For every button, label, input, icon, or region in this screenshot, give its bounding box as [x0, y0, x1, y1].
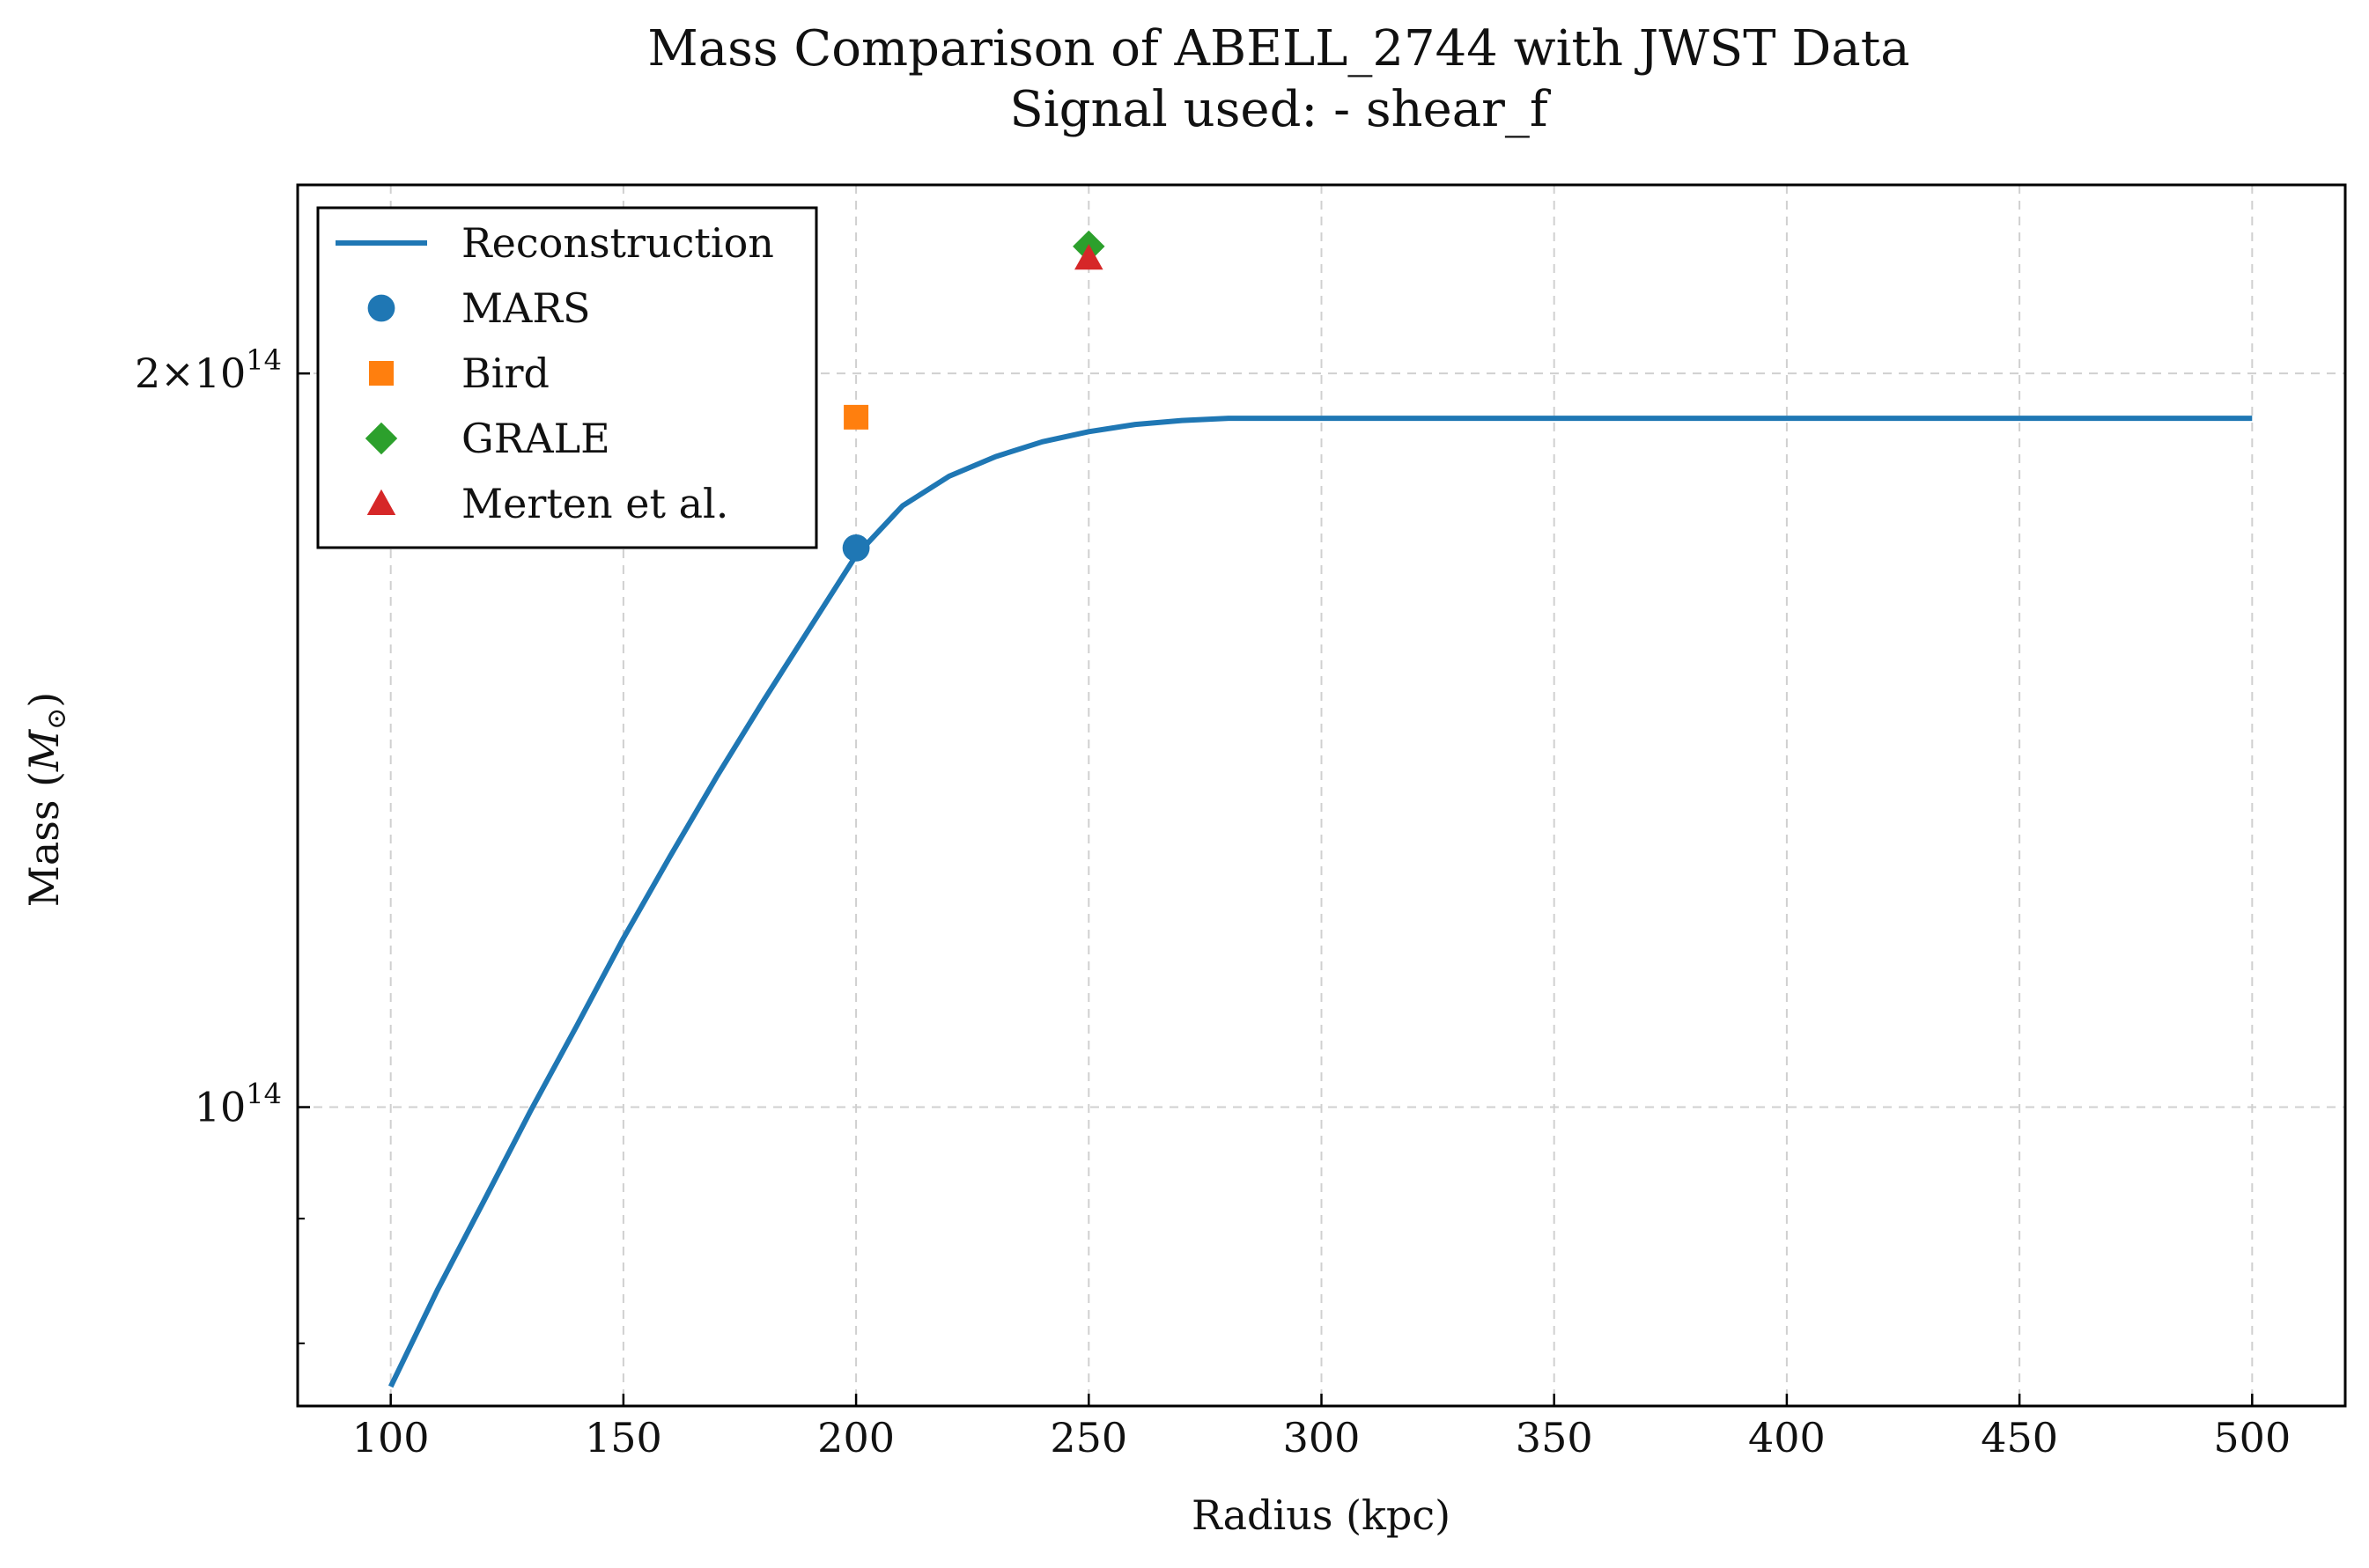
y-axis-label-symbol: M	[20, 728, 68, 772]
chart-subtitle: Signal used: - shear_f	[1009, 81, 1552, 138]
legend-label-bird: Bird	[461, 350, 550, 397]
legend: Reconstruction MARS Bird GRALE Merten et al.	[316, 206, 818, 549]
data-point-mars	[842, 534, 870, 562]
data-point-merten-et-al	[1074, 244, 1103, 270]
data-point-bird	[844, 404, 869, 430]
legend-label-reconstruction: Reconstruction	[461, 219, 774, 267]
legend-swatch-grale	[365, 422, 398, 455]
axes: 100 150 200 250 300 350 400 450 500 1014 2×1014	[135, 183, 2347, 1461]
x-tick-label: 100	[352, 1414, 430, 1461]
legend-label-merten-et-al: Merten et al.	[461, 480, 728, 527]
y-axis-label: Mass (M⊙)	[20, 692, 72, 908]
legend-swatch-bird	[369, 361, 394, 386]
axes-frame	[296, 183, 2347, 1408]
y-axis-label-close: )	[20, 692, 68, 708]
legend-swatch-mars	[367, 294, 395, 322]
x-tick-label: 350	[1516, 1414, 1593, 1461]
x-tick-label: 450	[1981, 1414, 2058, 1461]
legend-label-mars: MARS	[461, 284, 590, 332]
plot-area	[387, 230, 2253, 1388]
y-tick-label: 2×1014	[135, 343, 282, 397]
legend-swatch-merten-et-al	[366, 489, 396, 515]
legend-label-grale: GRALE	[461, 415, 610, 462]
y-axis-label-text: Mass (	[20, 771, 68, 907]
chart-title: Mass Comparison of ABELL_2744 with JWST …	[647, 20, 1909, 77]
x-tick-label: 300	[1283, 1414, 1361, 1461]
y-tick-label: 1014	[195, 1078, 282, 1131]
x-tick-label: 400	[1748, 1414, 1826, 1461]
x-axis-label: Radius (kpc)	[1192, 1491, 1450, 1539]
x-tick-label: 250	[1050, 1414, 1127, 1461]
legend-box	[316, 206, 818, 549]
y-axis-label-subscript: ⊙	[41, 708, 72, 730]
x-tick-label: 200	[817, 1414, 895, 1461]
x-tick-label: 150	[585, 1414, 662, 1461]
series-line-reconstruction	[387, 416, 2253, 1388]
x-tick-label: 500	[2213, 1414, 2291, 1461]
